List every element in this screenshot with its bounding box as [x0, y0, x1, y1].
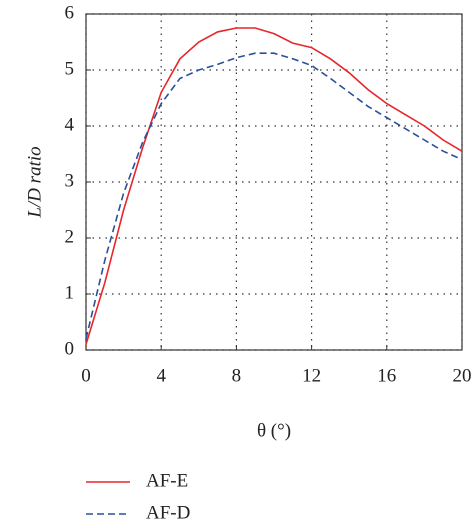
series-line — [85, 27, 463, 345]
y-tick-label: 2 — [65, 226, 75, 247]
x-tick-label: 12 — [302, 365, 321, 386]
legend-label: AF-D — [146, 502, 190, 523]
x-tick-label: 0 — [81, 365, 91, 386]
legend-label: AF-E — [146, 470, 188, 491]
y-tick-label: 4 — [65, 114, 75, 135]
x-tick-label: 8 — [232, 365, 242, 386]
series-line — [85, 52, 463, 339]
y-tick-label: 3 — [65, 170, 75, 191]
x-axis-label: θ (°) — [257, 420, 291, 441]
x-tick-label: 20 — [453, 365, 472, 386]
plot-frame — [85, 13, 463, 351]
y-tick-label: 1 — [65, 282, 75, 303]
y-tick-label: 6 — [65, 2, 75, 23]
y-tick-label: 5 — [65, 58, 75, 79]
x-tick-label: 4 — [156, 365, 166, 386]
x-tick-label: 16 — [377, 365, 396, 386]
y-axis-label: L/D ratio — [24, 146, 45, 218]
y-tick-label: 0 — [65, 338, 75, 359]
